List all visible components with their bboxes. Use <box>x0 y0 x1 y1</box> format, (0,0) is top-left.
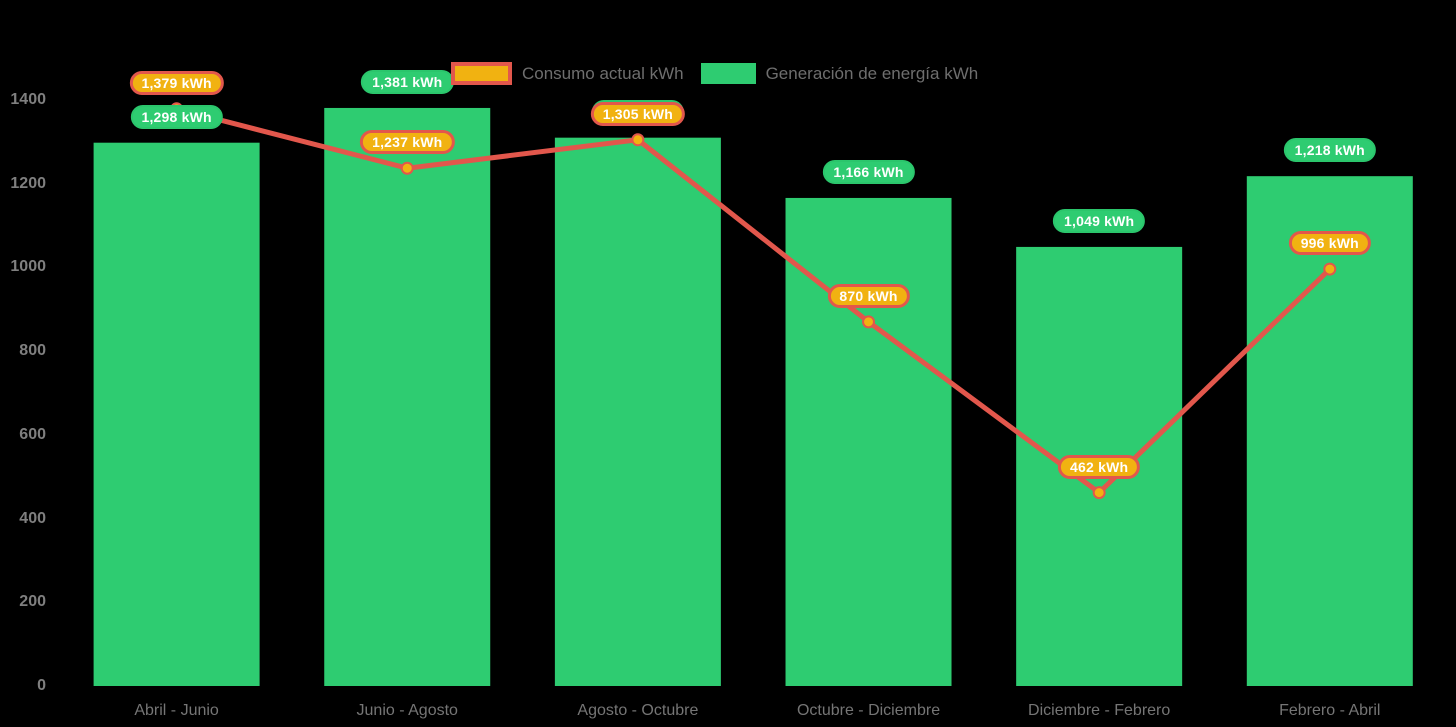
value-label-generation-junio-agosto: 1,381 kWh <box>361 69 454 94</box>
point-octubre-diciembre[interactable] <box>862 315 876 329</box>
legend-swatch-generacion-icon <box>700 63 756 84</box>
x-label-junio-agosto: Junio - Agosto <box>356 702 458 719</box>
point-diciembre-febrero[interactable] <box>1092 486 1106 500</box>
y-tick-1200: 1200 <box>10 174 46 192</box>
legend: Consumo actual kWh Generación de energía… <box>451 62 978 85</box>
y-tick-400: 400 <box>19 509 46 527</box>
value-label-consumption-febrero-abril: 996 kWh <box>1288 231 1371 256</box>
bar-agosto-octubre[interactable] <box>554 137 721 686</box>
x-label-agosto-octubre: Agosto - Octubre <box>577 702 699 719</box>
value-label-consumption-junio-agosto: 1,237 kWh <box>360 130 455 155</box>
legend-item-generacion[interactable]: Generación de energía kWh <box>700 63 979 84</box>
bar-febrero-abril[interactable] <box>1246 176 1413 686</box>
value-label-consumption-diciembre-febrero: 462 kWh <box>1058 454 1141 479</box>
y-tick-200: 200 <box>19 593 46 611</box>
point-febrero-abril[interactable] <box>1323 262 1337 276</box>
value-label-consumption-abril-junio: 1,379 kWh <box>129 70 224 95</box>
y-tick-1400: 1400 <box>10 91 46 108</box>
value-label-generation-diciembre-febrero: 1,049 kWh <box>1053 208 1146 233</box>
y-tick-0: 0 <box>37 677 46 694</box>
value-label-generation-octubre-diciembre: 1,166 kWh <box>822 159 915 184</box>
y-tick-600: 600 <box>19 425 46 443</box>
value-label-generation-febrero-abril: 1,218 kWh <box>1283 138 1376 163</box>
bar-abril-junio[interactable] <box>93 142 260 687</box>
value-label-consumption-agosto-octubre: 1,305 kWh <box>590 101 686 126</box>
value-label-generation-abril-junio: 1,298 kWh <box>130 104 223 129</box>
value-label-consumption-octubre-diciembre: 870 kWh <box>827 283 910 308</box>
consumption-line <box>175 106 1332 496</box>
x-label-abril-junio: Abril - Junio <box>134 702 219 719</box>
point-junio-agosto[interactable] <box>400 161 414 175</box>
x-label-febrero-abril: Febrero - Abril <box>1279 702 1381 719</box>
y-tick-800: 800 <box>19 342 46 360</box>
x-label-diciembre-febrero: Diciembre - Febrero <box>1028 702 1171 719</box>
legend-item-consumo[interactable]: Consumo actual kWh <box>451 62 684 85</box>
point-agosto-octubre[interactable] <box>631 133 645 147</box>
legend-swatch-consumo-icon <box>451 62 512 85</box>
bar-octubre-diciembre[interactable] <box>785 197 952 686</box>
legend-label-consumo: Consumo actual kWh <box>522 63 684 83</box>
y-tick-1000: 1000 <box>10 258 46 276</box>
x-label-octubre-diciembre: Octubre - Diciembre <box>796 702 941 719</box>
legend-label-generacion: Generación de energía kWh <box>765 63 979 83</box>
bar-junio-agosto[interactable] <box>324 107 491 686</box>
